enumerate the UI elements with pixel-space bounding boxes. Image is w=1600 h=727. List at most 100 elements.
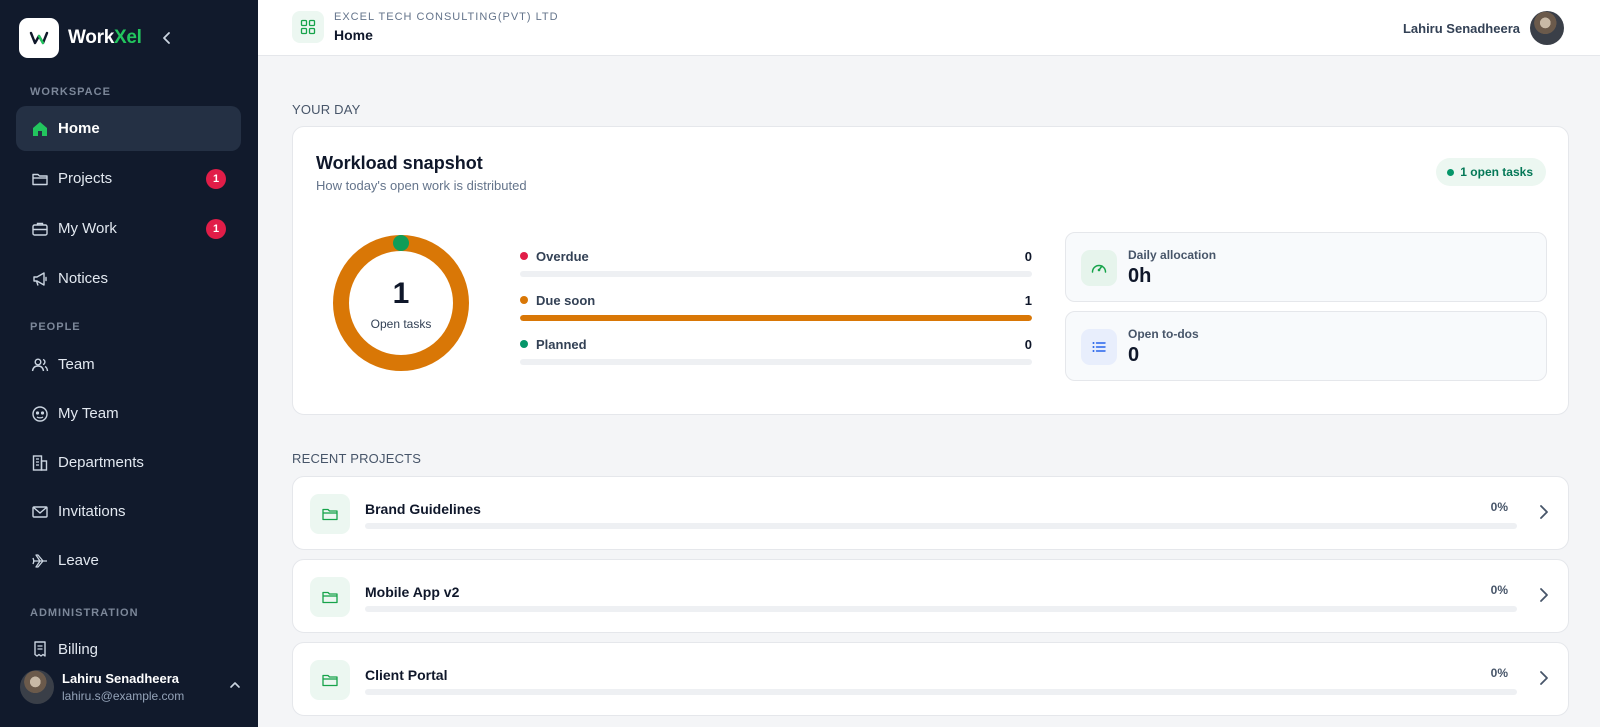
- sidebar-user-name: Lahiru Senadheera: [62, 671, 180, 686]
- section-title-your-day: YOUR DAY: [292, 102, 361, 117]
- topbar-user-menu[interactable]: Lahiru Senadheera: [1403, 11, 1564, 45]
- sidebar-item-notices[interactable]: Notices: [16, 256, 241, 301]
- sidebar-user-email: lahiru.s@example.com: [62, 689, 185, 703]
- card-title: Workload snapshot: [316, 153, 483, 173]
- sidebar-item-projects[interactable]: Projects 1: [16, 156, 241, 201]
- workload-bar-due-soon: Due soon 1: [520, 293, 1032, 323]
- project-progress-track: [365, 689, 1517, 695]
- open-tasks-label: Open tasks: [370, 317, 432, 331]
- sidebar-item-label: My Team: [58, 405, 119, 422]
- project-progress-track: [365, 606, 1517, 612]
- folder-icon: [310, 494, 350, 534]
- project-progress-percent: 0%: [1490, 500, 1508, 514]
- project-progress-track: [365, 523, 1517, 529]
- chevron-left-icon: [162, 32, 170, 44]
- topbar: EXCEL TECH CONSULTING(PVT) LTD Home Lahi…: [258, 0, 1600, 56]
- card-subtitle: How today's open work is distributed: [316, 178, 527, 193]
- open-tasks-pill: 1 open tasks: [1436, 158, 1546, 186]
- chevron-up-icon[interactable]: [228, 678, 242, 692]
- sidebar-item-label: My Work: [58, 220, 117, 237]
- sidebar-item-label: Billing: [58, 640, 99, 658]
- plane-icon: [30, 551, 50, 571]
- bar-label: Overdue: [536, 249, 589, 264]
- topbar-user-name: Lahiru Senadheera: [1402, 20, 1520, 36]
- bar-track: [520, 359, 1032, 365]
- sidebar-item-invitations[interactable]: Invitations: [16, 489, 241, 534]
- bar-dot: [520, 340, 528, 348]
- chevron-right-icon: [1540, 588, 1548, 602]
- sidebar: WorkXel WORKSPACE Home Projects 1 My Wor…: [0, 0, 258, 727]
- chevron-right-icon: [1540, 505, 1548, 519]
- brand: WorkXel: [19, 18, 176, 58]
- open-tasks-pill-label: 1 open tasks: [1460, 165, 1533, 179]
- chevron-right-icon: [1540, 671, 1548, 685]
- bar-value: 0: [1024, 249, 1032, 264]
- section-label-administration: ADMINISTRATION: [30, 607, 139, 619]
- project-card-mobile-app-v2[interactable]: Mobile App v2 0%: [292, 559, 1569, 633]
- sidebar-user[interactable]: Lahiru Senadheera lahiru.s@example.com: [20, 669, 242, 705]
- workload-bar-overdue: Overdue 0: [520, 249, 1032, 279]
- sidebar-item-leave[interactable]: Leave: [16, 538, 241, 583]
- folder-icon: [30, 169, 50, 189]
- mail-icon: [30, 502, 50, 522]
- collapse-sidebar-button[interactable]: [158, 29, 176, 47]
- open-tasks-count: 1: [392, 277, 410, 310]
- daily-allocation-stat: Daily allocation 0h: [1065, 232, 1547, 302]
- bar-label: Planned: [536, 337, 587, 352]
- sidebar-item-my-team[interactable]: My Team: [16, 391, 241, 436]
- sidebar-item-label: Projects: [58, 170, 113, 187]
- stat-value: 0h: [1128, 265, 1152, 287]
- section-label-workspace: WORKSPACE: [30, 86, 111, 98]
- project-card-client-portal[interactable]: Client Portal 0%: [292, 642, 1569, 716]
- briefcase-icon: [30, 219, 50, 239]
- folder-icon: [310, 577, 350, 617]
- megaphone-icon: [30, 269, 50, 289]
- project-progress-percent: 0%: [1490, 666, 1508, 680]
- stat-label: Daily allocation: [1128, 248, 1217, 262]
- sidebar-item-label: Notices: [58, 270, 109, 287]
- sidebar-item-label: Home: [58, 120, 100, 137]
- breadcrumb: Home: [334, 27, 373, 43]
- sidebar-item-home[interactable]: Home: [16, 106, 241, 151]
- open-tasks-donut: [333, 235, 469, 371]
- project-name: Mobile App v2: [365, 584, 460, 600]
- project-progress-percent: 0%: [1490, 583, 1508, 597]
- brand-name-part2: Xel: [113, 27, 142, 48]
- sidebar-item-departments[interactable]: Departments: [16, 440, 241, 485]
- building-icon: [30, 453, 50, 473]
- brand-name-part1: Work: [68, 27, 114, 48]
- bar-fill: [520, 315, 1032, 321]
- bar-track: [520, 271, 1032, 277]
- projects-count-badge: 1: [206, 168, 226, 189]
- project-card-brand-guidelines[interactable]: Brand Guidelines 0%: [292, 476, 1569, 550]
- sidebar-item-team[interactable]: Team: [16, 342, 241, 387]
- workxel-logo[interactable]: [19, 18, 59, 58]
- home-icon: [30, 119, 50, 139]
- stat-label: Open to-dos: [1128, 327, 1199, 341]
- section-label-people: PEOPLE: [30, 321, 81, 333]
- bar-value: 0: [1024, 337, 1032, 352]
- project-name: Client Portal: [365, 667, 448, 683]
- my-work-count-badge: 1: [206, 218, 226, 239]
- receipt-icon: [30, 639, 50, 659]
- workload-bar-planned: Planned 0: [520, 337, 1032, 367]
- open-todos-stat: Open to-dos 0: [1065, 311, 1547, 381]
- avatar: [1530, 11, 1564, 45]
- bar-track: [520, 315, 1032, 321]
- avatar: [20, 670, 54, 704]
- bar-dot: [520, 296, 528, 304]
- list-icon: [1081, 329, 1117, 365]
- grid-icon: [292, 11, 324, 43]
- project-name: Brand Guidelines: [365, 501, 481, 517]
- brand-name: WorkXel: [68, 27, 142, 49]
- sidebar-item-label: Team: [58, 356, 95, 373]
- sidebar-item-label: Departments: [58, 454, 144, 471]
- bar-value: 1: [1024, 293, 1032, 308]
- sidebar-item-billing[interactable]: Billing: [16, 627, 241, 671]
- sidebar-item-label: Invitations: [58, 503, 126, 520]
- status-dot: [1447, 168, 1455, 176]
- sidebar-item-label: Leave: [58, 552, 99, 569]
- sidebar-item-my-work[interactable]: My Work 1: [16, 206, 241, 251]
- users-icon: [30, 355, 50, 375]
- bar-dot: [520, 252, 528, 260]
